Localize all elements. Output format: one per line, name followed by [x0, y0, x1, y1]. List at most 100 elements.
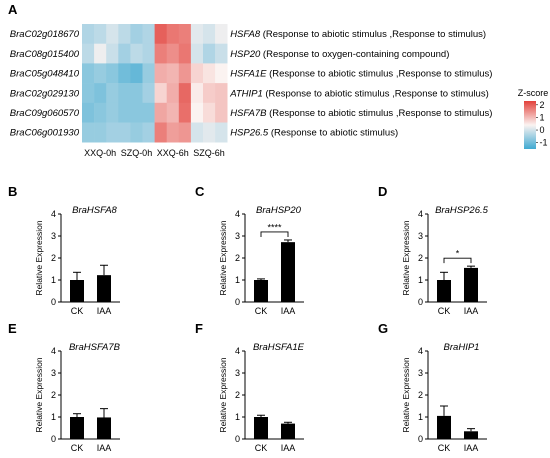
heatmap-cell: [142, 83, 155, 104]
heatmap-cell: [94, 102, 107, 123]
bar-iaa: [281, 423, 295, 439]
heatmap-cell: [118, 122, 131, 143]
heatmap-cell: [82, 83, 95, 104]
heatmap-cell: [215, 63, 228, 84]
heatmap-cell: [178, 63, 192, 84]
heatmap-annotation-gene: HSP26.5: [230, 128, 269, 139]
heatmap-cell: [203, 63, 216, 84]
category-label: IAA: [464, 443, 479, 453]
heatmap-cell: [82, 102, 95, 123]
heatmap-gene-label: BraC02g029130: [10, 88, 80, 99]
heatmap-cell: [190, 102, 204, 123]
panel-letter-c: C: [195, 184, 205, 199]
heatmap-cell: [154, 83, 167, 104]
legend-tick-label: 1: [540, 112, 545, 122]
heatmap-cell: [215, 43, 228, 64]
heatmap-annotation: HSP26.5 (Response to abiotic stimulus): [230, 128, 398, 139]
heatmap-cell: [118, 43, 131, 64]
category-label: CK: [438, 306, 451, 316]
heatmap-cell: [215, 24, 228, 44]
heatmap-cell: [190, 83, 204, 104]
heatmap-cell: [106, 83, 119, 104]
heatmap-cell: [82, 24, 95, 44]
y-axis-label: Relative Expression: [34, 357, 44, 432]
heatmap-annotation-desc: (Response to abiotic stimulus ,Response …: [266, 69, 492, 80]
heatmap-cell: [190, 63, 204, 84]
heatmap-cell: [203, 83, 216, 104]
heatmap-cell: [190, 43, 204, 64]
heatmap-cell: [154, 122, 167, 143]
heatmap-group-label: XXQ-0h: [84, 148, 116, 158]
heatmap-annotation-gene: HSFA7B: [230, 108, 267, 119]
bar-iaa: [464, 267, 478, 302]
heatmap-cell: [190, 24, 204, 44]
y-tick-label: 1: [51, 412, 56, 422]
panel-letter-a: A: [8, 2, 18, 17]
heatmap-cell: [178, 83, 192, 104]
significance-label: *: [456, 249, 460, 259]
panel-letter-e: E: [8, 321, 17, 336]
heatmap-annotation-gene: HSFA1E: [230, 69, 267, 80]
y-tick-label: 4: [418, 346, 423, 356]
heatmap-cell: [142, 43, 155, 64]
heatmap-gene-label: BraC09g060570: [10, 108, 80, 119]
chart-title: BraHSP26.5: [435, 205, 489, 216]
y-tick-label: 3: [418, 231, 423, 241]
heatmap-annotation-gene: HSP20: [230, 49, 261, 60]
bar-chart-f: 0 1 2 3 4 Relative Expression BraHSFA1E CK IAA: [218, 342, 305, 453]
significance-bracket: [443, 257, 472, 264]
y-tick-label: 0: [418, 434, 423, 444]
category-label: IAA: [97, 306, 112, 316]
y-tick-label: 4: [235, 209, 240, 219]
heatmap-cell: [154, 43, 167, 64]
significance-bracket: [260, 231, 289, 237]
heatmap-cell: [154, 102, 167, 123]
bar-charts: 0 1 2 3 4 Relative Expression BraHSFA8 CK IAA 0 1 2…: [34, 205, 489, 453]
heatmap-cell: [130, 122, 143, 143]
y-tick-label: 3: [51, 231, 56, 241]
heatmap-annotation-desc: (Response to abiotic stimulus ,Response …: [263, 88, 489, 99]
legend-tick-label: -1: [540, 138, 548, 148]
heatmap: BraC02g018670 HSFA8 (Response to abiotic …: [10, 24, 492, 158]
heatmap-cell: [166, 83, 180, 104]
panel-letter-g: G: [378, 321, 388, 336]
y-tick-label: 2: [51, 390, 56, 400]
heatmap-cell: [106, 63, 119, 84]
y-tick-label: 2: [418, 390, 423, 400]
category-label: CK: [255, 306, 268, 316]
heatmap-cell: [130, 43, 143, 64]
legend-tick-label: 2: [540, 100, 545, 110]
heatmap-cell: [215, 83, 228, 104]
heatmap-cell: [118, 102, 131, 123]
heatmap-cell: [142, 24, 155, 44]
heatmap-annotation-desc: (Response to oxygen-containing compound): [260, 49, 449, 60]
y-axis-label: Relative Expression: [218, 220, 228, 295]
heatmap-cell: [106, 24, 119, 44]
heatmap-cell: [203, 43, 216, 64]
heatmap-cell: [118, 63, 131, 84]
y-tick-label: 3: [235, 231, 240, 241]
y-tick-label: 1: [51, 275, 56, 285]
y-tick-label: 3: [51, 368, 56, 378]
heatmap-cell: [142, 122, 155, 143]
heatmap-cell: [142, 102, 155, 123]
chart-title: BraHIP1: [444, 342, 480, 353]
heatmap-cell: [166, 102, 180, 123]
heatmap-cell: [94, 24, 107, 44]
heatmap-cell: [94, 43, 107, 64]
bar-chart-g: 0 1 2 3 4 Relative Expression BraHIP1 CK IAA: [401, 342, 487, 453]
y-tick-label: 0: [235, 297, 240, 307]
bar-iaa: [464, 431, 478, 439]
category-label: CK: [255, 443, 268, 453]
heatmap-cell: [130, 24, 143, 44]
y-tick-label: 3: [235, 368, 240, 378]
heatmap-annotation-gene: ATHIP1: [229, 88, 263, 99]
category-label: CK: [71, 443, 84, 453]
y-tick-label: 4: [418, 209, 423, 219]
heatmap-cell: [142, 63, 155, 84]
bar-ck: [437, 415, 451, 439]
y-tick-label: 2: [235, 253, 240, 263]
heatmap-annotation: HSFA7B (Response to abiotic stimulus ,Re…: [230, 108, 492, 119]
bar-iaa: [97, 417, 111, 439]
